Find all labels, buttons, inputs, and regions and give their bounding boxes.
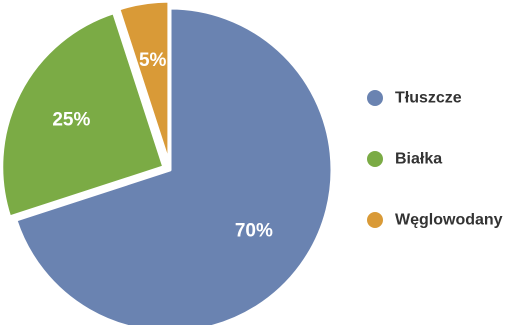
data-label-bialka: 25% bbox=[52, 109, 90, 130]
legend-marker-weglowodany bbox=[367, 212, 383, 228]
pie-slice-tluszcze bbox=[14, 6, 334, 325]
legend-item-weglowodany: Węglowodany bbox=[367, 212, 503, 229]
legend-label-tluszcze: Tłuszcze bbox=[395, 90, 462, 107]
legend-item-bialka: Białka bbox=[367, 151, 442, 168]
legend: Tłuszcze Białka Węglowodany bbox=[367, 90, 503, 229]
pie-slices bbox=[0, 0, 334, 325]
legend-marker-bialka bbox=[367, 151, 383, 167]
data-label-weglowodany: 5% bbox=[139, 50, 167, 71]
pie-slice-weglowodany bbox=[117, 0, 171, 165]
pie-data-labels: 70% 25% 5% bbox=[52, 50, 273, 241]
pie-slice-bialka bbox=[0, 11, 166, 219]
legend-label-weglowodany: Węglowodany bbox=[395, 212, 503, 229]
legend-item-tluszcze: Tłuszcze bbox=[367, 90, 462, 107]
data-label-tluszcze: 70% bbox=[235, 220, 273, 241]
legend-label-bialka: Białka bbox=[395, 151, 442, 168]
legend-marker-tluszcze bbox=[367, 90, 383, 106]
